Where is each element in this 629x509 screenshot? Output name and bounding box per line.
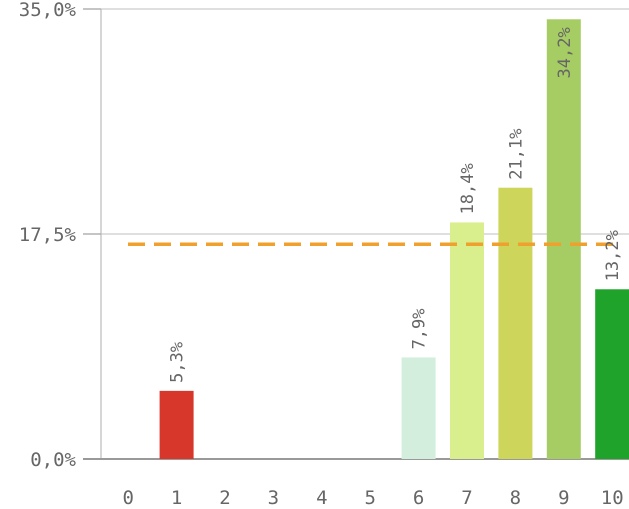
x-tick-label-4: 4: [316, 487, 327, 509]
x-axis-ticks: 0 1 2 3 4 5 6 7 8 9 10: [122, 487, 623, 509]
x-tick-label-3: 3: [268, 487, 279, 509]
x-tick-label-0: 0: [122, 487, 133, 509]
data-label-9: 34,2%: [555, 27, 575, 78]
x-tick-label-7: 7: [461, 487, 472, 509]
y-tick-label: 17,5%: [19, 224, 77, 246]
y-axis: 0,0% 17,5% 35,0%: [19, 0, 629, 471]
x-tick-label-1: 1: [171, 487, 182, 509]
bars: [159, 19, 629, 460]
x-tick-label-2: 2: [219, 487, 230, 509]
bar-6: [401, 357, 436, 459]
x-tick-label-6: 6: [413, 487, 424, 509]
data-label-7: 18,4%: [458, 163, 478, 214]
gridlines: [83, 8, 629, 235]
bar-1: [159, 390, 194, 459]
data-label-8: 21,1%: [506, 129, 526, 180]
data-label-1: 5,3%: [168, 342, 188, 383]
x-tick-label-5: 5: [364, 487, 375, 509]
y-tick-label: 0,0%: [30, 449, 76, 471]
data-label-10: 13,2%: [603, 230, 623, 281]
x-tick-label-8: 8: [510, 487, 521, 509]
data-labels: 5,3% 7,9% 18,4% 21,1% 34,2% 13,2%: [168, 27, 624, 383]
data-label-6: 7,9%: [410, 308, 430, 349]
bar-9: [546, 19, 581, 460]
x-tick-label-9: 9: [558, 487, 569, 509]
y-tick-label: 35,0%: [19, 0, 77, 21]
x-tick-label-10: 10: [601, 487, 624, 509]
bar-7: [450, 222, 484, 459]
bar-10: [595, 289, 629, 459]
bar-8: [498, 187, 533, 459]
